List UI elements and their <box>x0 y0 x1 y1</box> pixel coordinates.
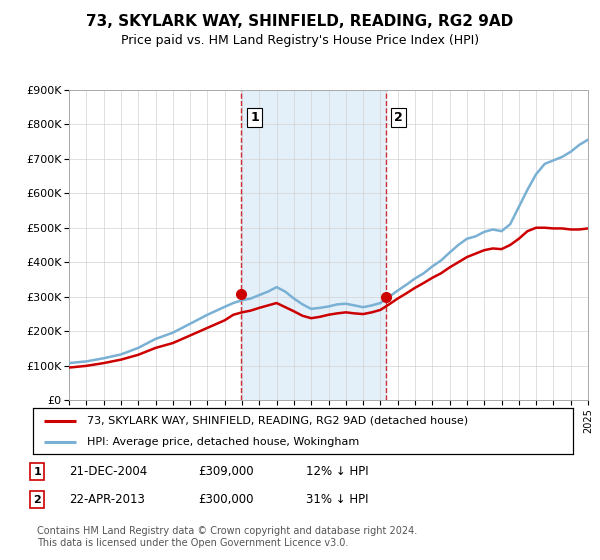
Text: HPI: Average price, detached house, Wokingham: HPI: Average price, detached house, Woki… <box>87 437 359 447</box>
Text: 22-APR-2013: 22-APR-2013 <box>69 493 145 506</box>
Text: 2: 2 <box>394 111 403 124</box>
Text: 1: 1 <box>250 111 259 124</box>
Text: 31% ↓ HPI: 31% ↓ HPI <box>306 493 368 506</box>
Text: 12% ↓ HPI: 12% ↓ HPI <box>306 465 368 478</box>
Text: 21-DEC-2004: 21-DEC-2004 <box>69 465 147 478</box>
Text: 2: 2 <box>34 494 41 505</box>
Text: Contains HM Land Registry data © Crown copyright and database right 2024.
This d: Contains HM Land Registry data © Crown c… <box>37 526 418 548</box>
Text: 73, SKYLARK WAY, SHINFIELD, READING, RG2 9AD: 73, SKYLARK WAY, SHINFIELD, READING, RG2… <box>86 14 514 29</box>
Text: 73, SKYLARK WAY, SHINFIELD, READING, RG2 9AD (detached house): 73, SKYLARK WAY, SHINFIELD, READING, RG2… <box>87 416 468 426</box>
Text: £309,000: £309,000 <box>198 465 254 478</box>
Text: Price paid vs. HM Land Registry's House Price Index (HPI): Price paid vs. HM Land Registry's House … <box>121 34 479 46</box>
Bar <box>241 90 386 400</box>
Text: 1: 1 <box>34 466 41 477</box>
Text: £300,000: £300,000 <box>198 493 254 506</box>
